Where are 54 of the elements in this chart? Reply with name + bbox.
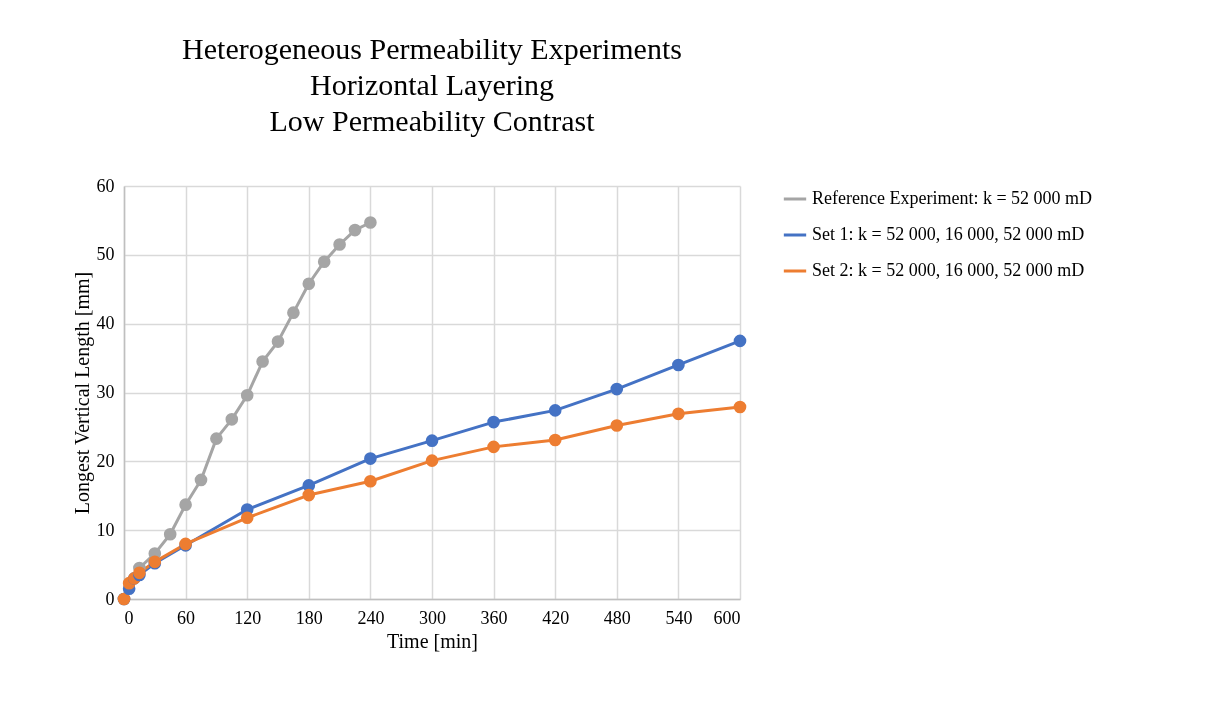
point — [548, 404, 562, 417]
point — [271, 335, 285, 348]
x-tick-label: 120 — [234, 607, 262, 628]
point — [672, 407, 685, 421]
x-tick-label: 540 — [665, 607, 693, 628]
y-tick-label: 0 — [105, 588, 115, 609]
point — [317, 255, 331, 269]
chart-title: Heterogeneous Permeability Experiments Horizontal Layering Low Permeability Contrast — [182, 32, 682, 137]
point — [333, 238, 346, 251]
point — [364, 216, 377, 229]
point — [225, 413, 239, 426]
x-tick-label: 600 — [713, 607, 741, 628]
x-tick-label: 360 — [480, 607, 508, 628]
x-tick-label: 240 — [357, 607, 385, 628]
x-tick-label: 0 — [124, 607, 134, 628]
point — [487, 440, 500, 454]
point — [256, 355, 269, 368]
x-tick-label: 60 — [177, 607, 196, 628]
y-tick-label: 30 — [96, 382, 115, 402]
legend-label: Set 1: k = 52 000, 16 000, 52 000 mD — [812, 224, 1085, 244]
point — [240, 388, 254, 402]
x-tick-label: 300 — [419, 607, 446, 628]
y-tick-label: 40 — [96, 313, 115, 334]
point — [348, 223, 362, 237]
y-axis-title: Longest Vertical Length [mm] — [70, 271, 94, 515]
x-axis-title: Time [min] — [387, 629, 478, 652]
legend-label: Reference Experiment: k = 52 000 mD — [812, 188, 1093, 208]
legend-label: Set 2: k = 52 000, 16 000, 52 000 mD — [812, 260, 1085, 280]
point — [210, 432, 223, 445]
x-tick-label: 180 — [295, 607, 323, 628]
point — [672, 358, 685, 372]
point — [179, 498, 192, 512]
point — [364, 452, 377, 465]
point — [733, 334, 747, 348]
point — [287, 306, 300, 319]
point — [364, 474, 377, 488]
y-tick-label: 10 — [96, 519, 115, 540]
y-tick-label: 60 — [96, 175, 115, 196]
point — [240, 511, 254, 525]
y-tick-label: 20 — [96, 450, 115, 471]
point — [302, 277, 316, 291]
point — [194, 473, 208, 487]
point — [548, 433, 562, 447]
point — [163, 527, 177, 541]
y-tick-label: 50 — [96, 244, 115, 265]
point — [425, 454, 439, 467]
point — [610, 382, 624, 396]
point — [425, 434, 439, 447]
point — [733, 400, 747, 414]
x-tick-label: 480 — [603, 607, 631, 628]
point — [487, 415, 500, 429]
x-tick-label: 420 — [542, 607, 570, 628]
point — [610, 419, 624, 432]
point — [302, 488, 316, 502]
